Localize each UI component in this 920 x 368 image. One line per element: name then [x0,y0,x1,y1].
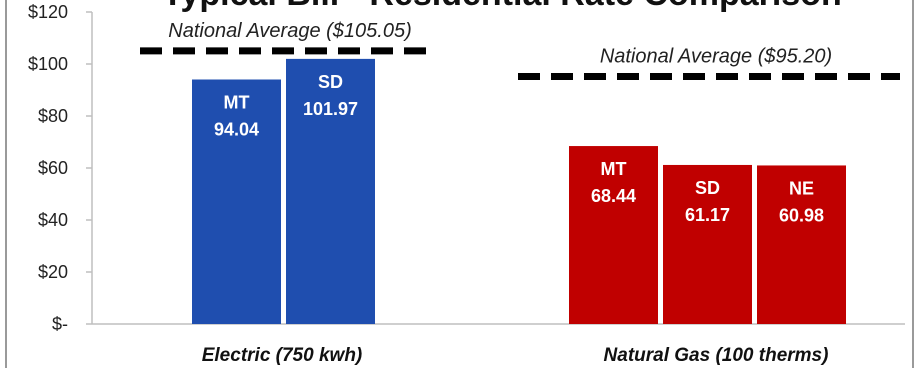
y-tick-label: $20 [38,262,68,282]
y-tick-label: $120 [28,2,68,22]
bar-value-label: 94.04 [214,119,259,139]
bar-value-label: 61.17 [685,205,730,225]
y-tick-labels: $- $20 $40 $60 $80 $100 $120 [28,2,92,334]
bar-state-label: SD [318,72,343,92]
y-tick-label: $40 [38,210,68,230]
bar-mt-electric [192,79,281,324]
y-tick-label: $100 [28,54,68,74]
chart-title: Typical Bill - Residential Rate Comparis… [162,0,842,13]
bar-state-label: MT [601,159,627,179]
bar-labels: MT 94.04 SD 101.97 MT 68.44 SD 61.17 NE 60.98 [214,72,824,226]
x-category-natural-gas: Natural Gas (100 therms) [604,345,829,366]
bar-state-label: MT [224,92,250,112]
national-average-lines: National Average ($105.05) National Avera… [140,20,900,80]
bar-mt-gas [569,146,658,324]
bar-value-label: 101.97 [303,99,358,119]
bar-state-label: NE [789,178,814,198]
bar-sd-electric [286,58,375,325]
bar-ne-gas [757,165,846,324]
national-average-label: National Average ($105.05) [168,20,412,42]
bar-value-label: 60.98 [779,205,824,225]
bars [192,58,846,325]
y-tick-label: $- [52,314,68,334]
y-tick-label: $80 [38,106,68,126]
y-tick-label: $60 [38,158,68,178]
bar-state-label: SD [695,178,720,198]
bar-sd-gas [663,164,752,324]
national-average-label: National Average ($95.20) [600,45,832,67]
x-category-electric: Electric (750 kwh) [202,345,363,366]
bar-value-label: 68.44 [591,186,636,206]
